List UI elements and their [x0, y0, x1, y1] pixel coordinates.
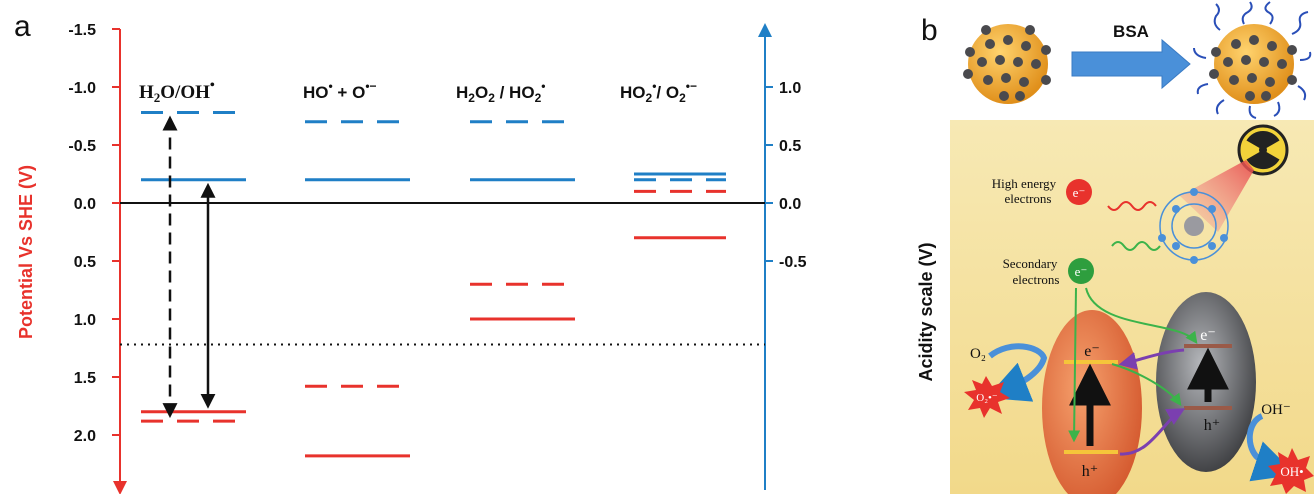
- right-axis-tick-label: 0.0: [779, 196, 801, 213]
- grey-h-label: h⁺: [1204, 417, 1220, 434]
- radiation-beam: [1180, 160, 1254, 232]
- high-energy-label-2: electrons: [1005, 191, 1052, 206]
- o2-reduction-arrow: [986, 343, 1048, 402]
- panel-b-label: b: [921, 14, 938, 47]
- green-transfer-2: [1068, 287, 1081, 443]
- left-axis-title: Potential Vs SHE (V): [16, 165, 36, 339]
- couple-label-ho-o: HO• + O•−: [303, 79, 377, 102]
- left-axis-tick-label: 0.0: [74, 196, 96, 213]
- hydroxyl-burst-icon: [1268, 448, 1314, 494]
- bsa-coated-nanoparticle: [1193, 1, 1312, 119]
- couple-label-ho2-o2: HO2•/ O2•−: [620, 79, 697, 105]
- bsa-label: BSA: [1113, 22, 1149, 41]
- secondary-electron-symbol: e⁻: [1075, 264, 1088, 279]
- hydroxyl-label: OH•: [1280, 464, 1303, 479]
- left-axis-tick-label: 1.0: [74, 312, 96, 329]
- high-energy-electron-symbol: e⁻: [1073, 185, 1086, 200]
- panel-a-axes: -1.5 -1.0 -0.5 0.0 0.5 1.0 1.5 2.0 1.0 0.5 0.0 -0.5: [68, 22, 807, 494]
- couple-label-h2o-oh: H2O/OH•: [139, 78, 215, 105]
- left-axis-tick-label: 1.5: [74, 370, 96, 387]
- left-axis-tick-label: 2.0: [74, 428, 96, 445]
- secondary-electron: [1068, 258, 1094, 284]
- high-energy-wave: [1107, 201, 1157, 211]
- right-axis-tick-label: 0.5: [779, 138, 801, 155]
- panel-a-arrows: [162, 115, 216, 419]
- purple-transfer-1: [1118, 348, 1185, 370]
- oh-minus-label: OH⁻: [1261, 402, 1291, 418]
- radiation-source-icon: [1237, 124, 1289, 176]
- left-axis-tick-label: -0.5: [68, 138, 96, 155]
- green-transfer-1: [1085, 287, 1198, 344]
- secondary-label-1: Secondary: [1003, 256, 1058, 271]
- left-axis-tick-label: 0.5: [74, 254, 96, 271]
- panel-a-label: a: [14, 10, 31, 43]
- high-energy-label-1: High energy: [992, 176, 1057, 191]
- panel-a-levels: [141, 111, 726, 458]
- grey-e-label: e⁻: [1200, 327, 1216, 344]
- acidity-axis-title: Acidity scale (V): [916, 242, 936, 381]
- left-axis-tick-label: -1.5: [68, 22, 96, 39]
- right-axis-tick-label: 1.0: [779, 80, 801, 97]
- superoxide-label: O₂•⁻: [976, 392, 998, 404]
- o2-label: O₂: [970, 346, 986, 362]
- couple-label-h2o2-ho2: H2O2 / HO2•: [456, 79, 545, 105]
- bsa-arrow: [1071, 38, 1191, 90]
- secondary-wave: [1111, 241, 1161, 251]
- right-axis-tick-label: -0.5: [779, 254, 807, 271]
- orange-e-label: e⁻: [1084, 343, 1100, 360]
- atom-icon: [1158, 188, 1229, 264]
- left-axis-tick-label: -1.0: [68, 80, 96, 97]
- high-energy-electron: [1066, 179, 1092, 205]
- purple-transfer-2: [1119, 408, 1186, 456]
- superoxide-burst-icon: [964, 376, 1010, 418]
- bare-nanoparticle: [963, 24, 1051, 104]
- secondary-label-2: electrons: [1013, 272, 1060, 287]
- orange-h-label: h⁺: [1082, 463, 1098, 480]
